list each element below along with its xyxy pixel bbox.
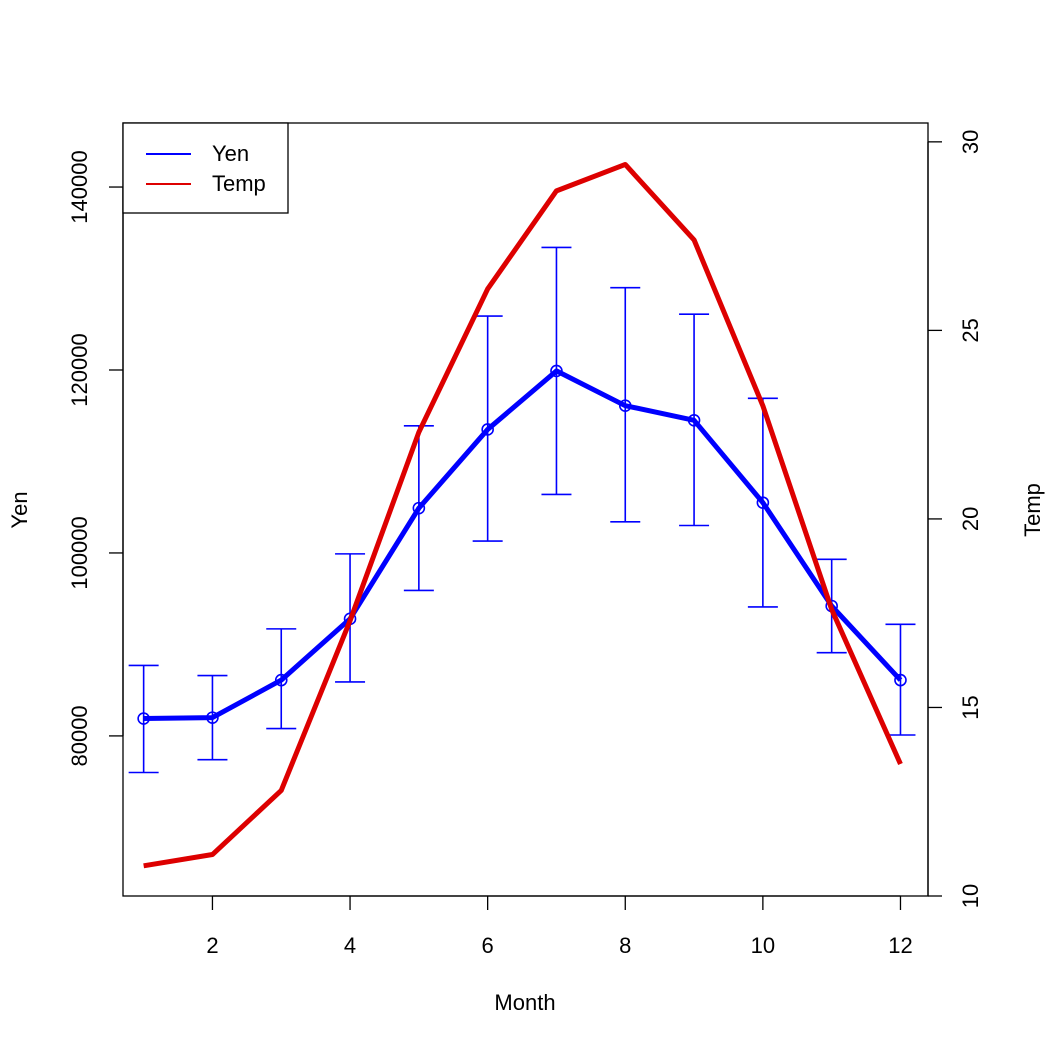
x-tick-label: 2 <box>206 933 218 958</box>
yen-series-line <box>143 368 903 722</box>
y-left-tick-label: 100000 <box>67 516 92 589</box>
yen-point <box>550 364 563 378</box>
y-right-tick-label: 15 <box>958 695 983 719</box>
y-right-tick-label: 25 <box>958 318 983 342</box>
x-axis-title: Month <box>494 990 555 1015</box>
x-tick-label: 12 <box>888 933 912 958</box>
x-axis: 2 4 6 8 10 12 <box>206 895 913 958</box>
yen-point <box>137 712 150 725</box>
x-tick-label: 6 <box>482 933 494 958</box>
yen-point <box>206 711 219 724</box>
yen-point <box>274 673 288 687</box>
legend: Yen Temp <box>122 122 289 214</box>
y-left-tick-label: 120000 <box>67 333 92 406</box>
yen-point <box>756 496 770 509</box>
temp-series-line <box>143 161 903 869</box>
y-right-axis-title: Temp <box>1020 483 1045 537</box>
y-right-tick-label: 10 <box>958 884 983 908</box>
y-left-axis: 80000 100000 120000 140000 <box>67 150 124 767</box>
x-tick-label: 4 <box>344 933 356 958</box>
series-layer <box>128 161 916 869</box>
x-tick-label: 10 <box>751 933 775 958</box>
y-right-tick-label: 20 <box>958 507 983 531</box>
y-left-tick-label: 80000 <box>67 705 92 766</box>
y-right-axis: 10 15 20 25 30 <box>927 130 983 908</box>
yen-point <box>481 423 494 436</box>
yen-point <box>687 414 701 427</box>
y-right-tick-label: 30 <box>958 130 983 154</box>
y-left-tick-label: 140000 <box>67 150 92 223</box>
yen-point <box>618 399 632 412</box>
yen-point <box>412 501 426 515</box>
legend-label-yen: Yen <box>212 141 249 166</box>
legend-box <box>122 122 289 214</box>
yen-point <box>894 673 907 687</box>
x-tick-label: 8 <box>619 933 631 958</box>
y-left-axis-title: Yen <box>7 491 32 528</box>
legend-label-temp: Temp <box>212 171 266 196</box>
